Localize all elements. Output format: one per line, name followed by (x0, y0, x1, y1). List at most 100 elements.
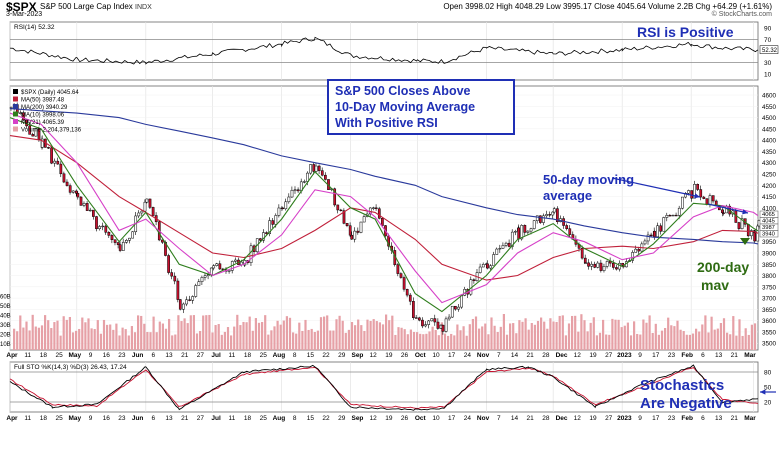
volume-bar (642, 320, 644, 350)
candle-body (105, 226, 107, 232)
volume-bar (419, 334, 421, 350)
candle-body (95, 217, 97, 229)
volume-bar (754, 323, 756, 350)
volume-bar (503, 314, 505, 350)
candle-body (687, 191, 689, 194)
volume-bar (239, 325, 241, 350)
candle-body (490, 266, 492, 268)
candle-body (587, 263, 589, 266)
price-tick-label: 4450 (762, 126, 777, 133)
volume-bar (63, 316, 65, 350)
candle-body (735, 211, 737, 223)
x-axis-label-sto: Jul (211, 415, 221, 422)
x-axis-label-sto: 14 (511, 415, 519, 422)
volume-bar (521, 322, 523, 350)
price-tick-label: 4350 (762, 149, 777, 156)
candle-body (111, 235, 113, 239)
volume-bar (537, 321, 539, 350)
volume-bar (463, 326, 465, 350)
candle-body (171, 273, 173, 277)
candle-body (318, 166, 320, 171)
x-axis-label-price: 17 (448, 352, 456, 359)
volume-bar (84, 322, 86, 350)
x-axis-label-sto: 21 (527, 415, 535, 422)
x-axis-label-sto: Nov (477, 415, 490, 422)
candle-body (457, 307, 459, 309)
candle-body (66, 182, 68, 186)
x-axis-label-sto: 10 (432, 415, 440, 422)
candle-body (201, 277, 203, 281)
volume-bar (283, 321, 285, 350)
candle-body (89, 210, 91, 211)
x-axis-label-sto: Apr (6, 415, 18, 422)
volume-bar (515, 333, 517, 350)
candle-body (678, 208, 680, 215)
candle-body (69, 186, 71, 193)
volume-bar (236, 315, 238, 350)
volume-bar (701, 324, 703, 350)
volume-bar (53, 322, 55, 350)
volume-bar (22, 328, 24, 350)
price-legend-swatch (13, 104, 18, 109)
volume-bar (252, 331, 254, 350)
volume-bar (438, 335, 440, 350)
volume-bar (388, 320, 390, 350)
volume-bar (277, 321, 279, 350)
candle-body (597, 263, 599, 267)
volume-tick-label: 20B (0, 333, 11, 339)
x-axis-label-price: 27 (197, 352, 205, 359)
volume-bar (261, 322, 263, 350)
volume-bar (196, 333, 198, 350)
volume-bar (184, 318, 186, 350)
volume-bar (512, 323, 514, 350)
x-axis-label-sto: 17 (652, 415, 660, 422)
candle-body (660, 226, 662, 232)
candle-body (86, 203, 88, 210)
volume-bar (47, 320, 49, 350)
candle-body (533, 221, 535, 229)
volume-bar (202, 315, 204, 350)
volume-bar (447, 336, 449, 350)
candle-body (549, 214, 551, 215)
volume-bar (534, 325, 536, 350)
price-legend-entry: MA(10) 3998.06 (21, 113, 65, 119)
volume-bar (323, 317, 325, 350)
volume-bar (78, 329, 80, 350)
candle-body (337, 205, 339, 210)
volume-bar (87, 318, 89, 350)
volume-bar (428, 331, 430, 350)
candle-body (482, 264, 484, 267)
volume-bar (574, 316, 576, 350)
candle-body (75, 191, 77, 193)
candle-body (117, 243, 119, 245)
volume-bar (165, 329, 167, 350)
candle-body (288, 197, 290, 202)
volume-bar (156, 332, 158, 350)
volume-bar (655, 324, 657, 350)
volume-bar (745, 328, 747, 350)
candle-body (219, 264, 221, 269)
price-tick-label: 3500 (762, 341, 777, 348)
x-axis-label-sto: Oct (415, 415, 427, 422)
x-axis-label-sto: 23 (668, 415, 676, 422)
volume-bar (525, 318, 527, 350)
volume-bar (593, 317, 595, 350)
volume-bar (233, 327, 235, 350)
volume-bar (16, 331, 18, 350)
volume-bar (122, 328, 124, 350)
candle-body (182, 304, 184, 309)
x-axis-label-price: 13 (715, 352, 723, 359)
candle-body (518, 228, 520, 239)
candle-body (321, 171, 323, 176)
x-axis-label-price: 26 (401, 352, 409, 359)
volume-bar (717, 329, 719, 350)
candle-body (72, 191, 74, 192)
volume-bar (475, 316, 477, 350)
candle-body (357, 231, 359, 232)
x-axis-label-sto: 2023 (617, 415, 632, 422)
volume-bar (543, 322, 545, 350)
volume-bar (153, 317, 155, 350)
volume-bar (370, 321, 372, 350)
volume-bar (577, 332, 579, 350)
candle-body (144, 202, 146, 211)
